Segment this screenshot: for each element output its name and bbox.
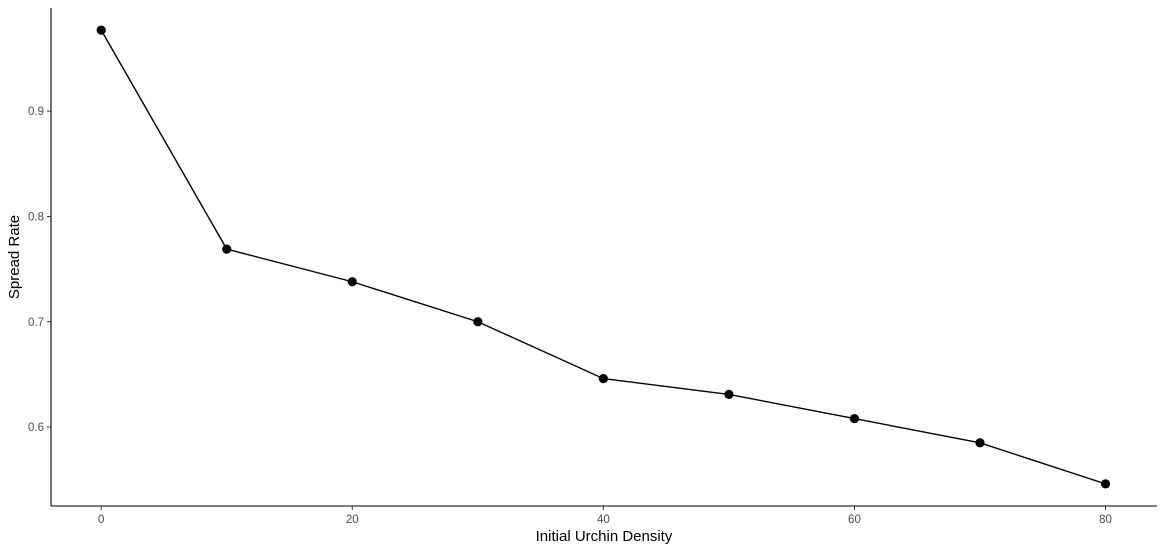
data-point: [975, 438, 985, 448]
data-point: [1100, 479, 1111, 489]
data-point: [473, 317, 483, 327]
x-tick-label: 20: [346, 514, 359, 526]
data-point: [598, 374, 608, 384]
y-tick-label: 0.8: [28, 211, 44, 223]
y-tick-label: 0.6: [28, 422, 44, 434]
axes: [50, 8, 1157, 507]
x-axis-title: Initial Urchin Density: [536, 528, 673, 545]
data-point: [724, 389, 734, 399]
x-tick-label: 40: [597, 514, 610, 526]
y-axis-title: Spread Rate: [6, 215, 23, 299]
y-tick-label: 0.7: [28, 317, 44, 329]
series-line: [100, 29, 1106, 485]
data-point: [96, 25, 106, 35]
x-ticks: 0 20 40 60 80: [98, 506, 1112, 526]
data-point: [849, 414, 860, 424]
y-ticks: 0.6 0.7 0.8 0.9: [28, 106, 51, 434]
x-tick-label: 80: [1099, 514, 1112, 526]
data-point: [347, 277, 357, 287]
data-point: [222, 244, 232, 254]
x-tick-label: 0: [98, 514, 104, 526]
series: [96, 25, 1111, 489]
x-tick-label: 60: [848, 514, 861, 526]
y-tick-label: 0.9: [28, 106, 44, 118]
